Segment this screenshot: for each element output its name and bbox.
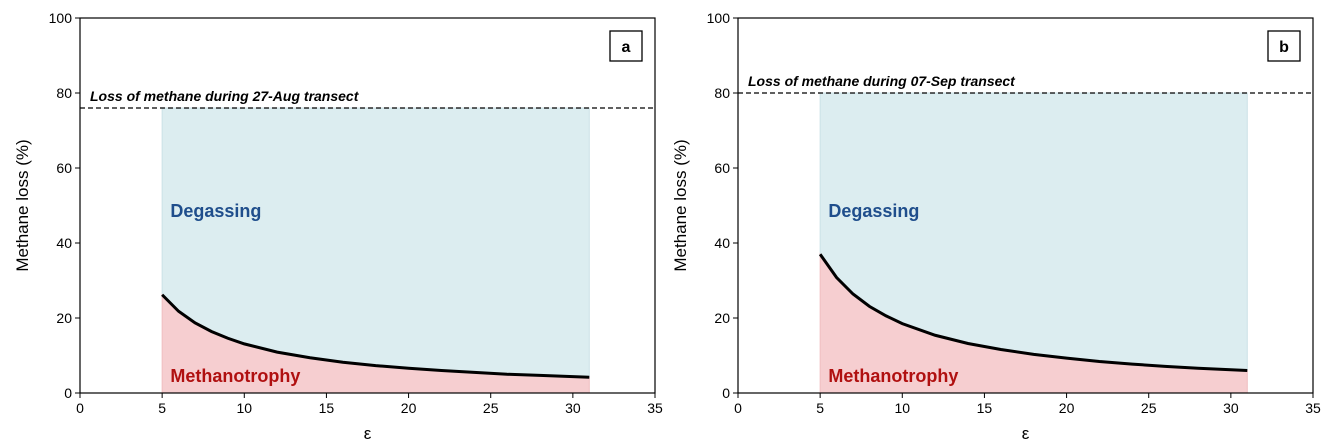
y-tick-label: 0 [64, 385, 72, 401]
y-tick-label: 40 [56, 235, 72, 251]
plot-frame [79, 17, 656, 394]
panel-letter: b [1279, 39, 1289, 56]
x-tick-label: 35 [647, 400, 663, 416]
x-tick-label: 35 [1305, 400, 1321, 416]
y-axis-label: Methane loss (%) [13, 139, 32, 271]
y-tick-label: 80 [714, 85, 730, 101]
x-tick-label: 10 [236, 400, 252, 416]
methanotrophy-label: Methanotrophy [828, 366, 958, 386]
degassing-label: Degassing [170, 201, 261, 221]
chart-panel-b: Loss of methane during 07-Sep transect De… [671, 10, 1321, 443]
total-loss-label: Loss of methane during 07-Sep transect [748, 73, 1016, 89]
x-tick-label: 20 [1059, 400, 1075, 416]
plot-frame [737, 17, 1314, 394]
y-tick-label: 0 [722, 385, 730, 401]
y-tick-label: 100 [49, 10, 73, 26]
y-tick-label: 60 [56, 160, 72, 176]
x-tick-label: 15 [977, 400, 993, 416]
y-tick-label: 100 [707, 10, 731, 26]
x-tick-label: 20 [401, 400, 417, 416]
chart-panel-a: Loss of methane during 27-Aug transect De… [13, 10, 663, 443]
x-tick-label: 5 [158, 400, 166, 416]
x-tick-label: 15 [319, 400, 335, 416]
x-axis-label: ε [1022, 424, 1030, 443]
x-tick-label: 30 [1223, 400, 1239, 416]
x-tick-label: 5 [816, 400, 824, 416]
panel-letter-box [1267, 30, 1301, 62]
x-tick-label: 25 [1141, 400, 1157, 416]
methanotrophy-label: Methanotrophy [170, 366, 300, 386]
x-tick-label: 25 [483, 400, 499, 416]
y-axis-label: Methane loss (%) [671, 139, 690, 271]
panel-letter-box [609, 30, 643, 62]
x-tick-label: 0 [734, 400, 742, 416]
y-tick-label: 80 [56, 85, 72, 101]
methanotrophy-curve [161, 293, 590, 379]
degassing-label: Degassing [828, 201, 919, 221]
total-loss-label: Loss of methane during 27-Aug transect [90, 88, 360, 104]
x-tick-label: 0 [76, 400, 84, 416]
y-tick-label: 20 [714, 310, 730, 326]
methanotrophy-curve [818, 253, 1248, 372]
y-tick-label: 40 [714, 235, 730, 251]
y-tick-label: 60 [714, 160, 730, 176]
y-tick-label: 20 [56, 310, 72, 326]
x-axis-label: ε [364, 424, 372, 443]
x-tick-label: 10 [894, 400, 910, 416]
panel-letter: a [622, 39, 631, 56]
x-tick-label: 30 [565, 400, 581, 416]
